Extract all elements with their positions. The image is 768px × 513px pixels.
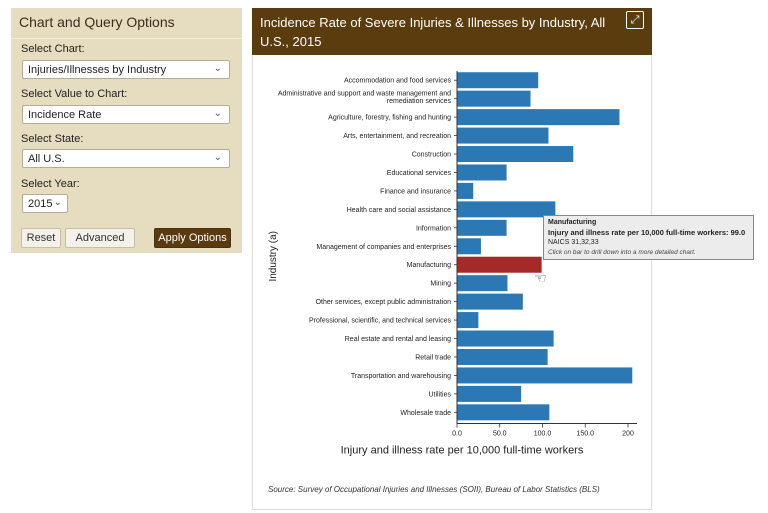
chart-tooltip: Manufacturing Injury and illness rate pe… — [543, 215, 754, 260]
reset-button[interactable]: Reset — [21, 228, 61, 248]
bar[interactable] — [457, 238, 481, 255]
bar[interactable] — [457, 330, 554, 347]
chart-source: Source: Survey of Occupational Injuries … — [268, 485, 600, 494]
select-state-dropdown[interactable]: All U.S. ⌄ — [22, 149, 230, 168]
category-label: Finance and insurance — [380, 188, 451, 195]
chevron-down-icon: ⌄ — [53, 197, 62, 208]
bar[interactable] — [457, 201, 556, 218]
bar[interactable] — [457, 146, 574, 163]
chart-title: Incidence Rate of Severe Injuries & Illn… — [252, 8, 652, 55]
chevron-down-icon: ⌄ — [213, 108, 222, 119]
x-tick-label: 50.0 — [493, 431, 507, 438]
bar[interactable] — [457, 312, 479, 329]
expand-icon[interactable]: ⤢ — [626, 11, 644, 29]
select-year-dropdown[interactable]: 2015 ⌄ — [22, 194, 68, 213]
select-chart-value: Injuries/Illnesses by Industry — [28, 64, 167, 76]
bar[interactable] — [457, 127, 549, 144]
tooltip-title: Manufacturing — [548, 219, 597, 226]
bar[interactable] — [457, 72, 539, 89]
bar[interactable] — [457, 219, 507, 236]
chevron-down-icon: ⌄ — [213, 152, 222, 163]
bar[interactable] — [457, 256, 542, 273]
bar[interactable] — [457, 367, 633, 384]
tooltip-value: Injury and illness rate per 10,000 full-… — [548, 228, 746, 237]
tooltip-note: Click on bar to drill down into a more d… — [548, 249, 696, 256]
category-label: Transportation and warehousing — [351, 373, 451, 380]
category-label: Manufacturing — [407, 262, 451, 269]
category-label: Other services, except public administra… — [316, 299, 451, 306]
select-state-label: Select State: — [21, 133, 84, 145]
select-year-value: 2015 — [28, 198, 53, 210]
select-state-value: All U.S. — [28, 153, 65, 165]
options-divider — [11, 38, 242, 39]
bar[interactable] — [457, 109, 620, 126]
bar[interactable] — [457, 293, 523, 310]
bar[interactable] — [457, 90, 531, 107]
category-label: Retail trade — [415, 354, 451, 361]
chevron-down-icon: ⌄ — [213, 63, 222, 74]
chart-options-panel: Chart and Query Options Select Chart: In… — [11, 8, 242, 253]
bar[interactable] — [457, 348, 548, 365]
bar[interactable] — [457, 404, 550, 421]
category-label: Health care and social assistance — [347, 207, 451, 214]
bar[interactable] — [457, 385, 522, 402]
x-tick-label: 100.0 — [534, 431, 552, 438]
category-label: Utilities — [428, 391, 451, 398]
select-chart-label: Select Chart: — [21, 43, 85, 55]
select-value-value: Incidence Rate — [28, 109, 102, 121]
chart-card — [252, 55, 652, 510]
category-label: Accommodation and food services — [344, 78, 451, 85]
category-label: Wholesale trade — [400, 410, 451, 417]
bar[interactable] — [457, 275, 508, 292]
category-label: Real estate and rental and leasing — [345, 336, 451, 343]
category-label: Arts, entertainment, and recreation — [343, 133, 451, 140]
advanced-button[interactable]: Advanced — [65, 228, 135, 248]
hand-cursor-icon: ☜ — [534, 270, 547, 286]
select-value-label: Select Value to Chart: — [21, 88, 128, 100]
x-axis-label: Injury and illness rate per 10,000 full-… — [341, 445, 584, 457]
category-label: Information — [416, 225, 451, 232]
category-label: Management of companies and enterprises — [316, 244, 451, 251]
bar-chart: Accommodation and food services Administr… — [268, 71, 637, 457]
select-chart-dropdown[interactable]: Injuries/Illnesses by Industry ⌄ — [22, 60, 230, 79]
apply-options-button[interactable]: Apply Options — [154, 228, 231, 248]
x-tick-label: 150.0 — [576, 431, 594, 438]
select-value-dropdown[interactable]: Incidence Rate ⌄ — [22, 105, 230, 124]
options-title: Chart and Query Options — [19, 14, 175, 30]
x-tick-label: 0.0 — [452, 431, 462, 438]
y-axis-label: Industry (a) — [268, 231, 279, 282]
bar[interactable] — [457, 182, 474, 199]
bar[interactable] — [457, 164, 507, 181]
category-label: Agriculture, forestry, fishing and hunti… — [328, 115, 451, 122]
category-label: Mining — [430, 281, 451, 288]
category-label: Construction — [412, 152, 451, 159]
category-label: remediation services — [387, 98, 452, 105]
category-label: Educational services — [387, 170, 452, 177]
category-label: Professional, scientific, and technical … — [309, 318, 452, 325]
select-year-label: Select Year: — [21, 178, 80, 190]
tooltip-naics: NAICS 31,32,33 — [548, 239, 599, 246]
category-label: Administrative and support and waste man… — [278, 91, 451, 98]
x-tick-label: 200 — [622, 431, 634, 438]
